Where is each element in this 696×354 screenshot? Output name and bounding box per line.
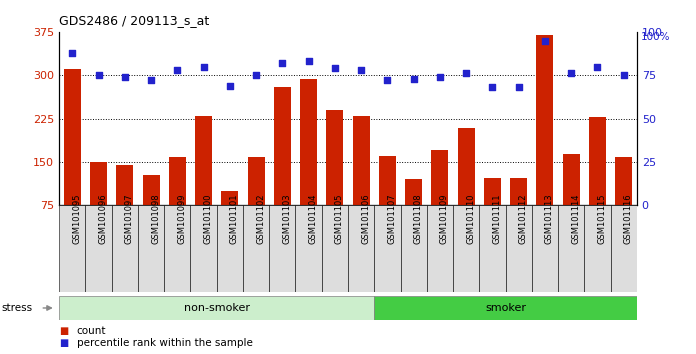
Bar <box>458 129 475 205</box>
Text: GDS2486 / 209113_s_at: GDS2486 / 209113_s_at <box>59 14 209 27</box>
Bar <box>59 296 374 320</box>
Text: smoker: smoker <box>485 303 526 313</box>
Bar <box>400 205 427 292</box>
Bar <box>562 154 580 205</box>
Bar <box>348 205 374 292</box>
Bar <box>116 165 134 205</box>
Bar <box>427 205 453 292</box>
Point <box>461 71 472 76</box>
Point <box>303 58 314 64</box>
Point <box>382 78 393 83</box>
Text: GSM101098: GSM101098 <box>151 193 160 244</box>
Text: ■: ■ <box>59 326 68 336</box>
Point <box>434 74 445 80</box>
Point <box>539 38 551 44</box>
Point <box>67 50 78 56</box>
Text: GSM101105: GSM101105 <box>335 193 344 244</box>
Point <box>119 74 130 80</box>
Text: GSM101103: GSM101103 <box>283 193 292 244</box>
Text: ■: ■ <box>59 338 68 348</box>
Bar <box>195 116 212 205</box>
Bar <box>615 157 632 205</box>
Bar <box>374 205 400 292</box>
Bar <box>216 205 243 292</box>
Text: GSM101115: GSM101115 <box>597 193 606 244</box>
Bar <box>480 205 505 292</box>
Point <box>487 85 498 90</box>
Point <box>513 85 524 90</box>
Point <box>145 78 157 83</box>
Text: stress: stress <box>1 303 33 313</box>
Text: percentile rank within the sample: percentile rank within the sample <box>77 338 253 348</box>
Bar <box>453 205 480 292</box>
Point <box>93 73 104 78</box>
Bar <box>374 296 637 320</box>
Bar <box>537 35 553 205</box>
Point <box>172 67 183 73</box>
Bar <box>296 205 322 292</box>
Text: GSM101114: GSM101114 <box>571 193 580 244</box>
Point <box>329 65 340 71</box>
Text: GSM101095: GSM101095 <box>72 193 81 244</box>
Bar <box>90 162 107 205</box>
Text: GSM101106: GSM101106 <box>361 193 370 244</box>
Point <box>356 67 367 73</box>
Bar <box>221 191 238 205</box>
Bar <box>379 156 396 205</box>
Bar <box>558 205 585 292</box>
Text: GSM101112: GSM101112 <box>519 193 528 244</box>
Bar <box>169 157 186 205</box>
Text: GSM101113: GSM101113 <box>545 193 554 244</box>
Bar <box>300 79 317 205</box>
Point <box>618 73 629 78</box>
Bar <box>532 205 558 292</box>
Text: GSM101096: GSM101096 <box>99 193 108 244</box>
Bar <box>248 157 264 205</box>
Bar <box>138 205 164 292</box>
Text: GSM101110: GSM101110 <box>466 193 475 244</box>
Bar <box>322 205 348 292</box>
Bar <box>510 178 527 205</box>
Point <box>251 73 262 78</box>
Bar <box>585 205 610 292</box>
Text: GSM101102: GSM101102 <box>256 193 265 244</box>
Bar <box>143 175 159 205</box>
Text: GSM101097: GSM101097 <box>125 193 134 244</box>
Bar <box>274 87 291 205</box>
Point <box>277 60 288 66</box>
Bar <box>610 205 637 292</box>
Bar <box>164 205 191 292</box>
Bar <box>589 118 606 205</box>
Text: GSM101109: GSM101109 <box>440 193 449 244</box>
Point <box>592 64 603 69</box>
Text: GSM101111: GSM101111 <box>493 193 501 244</box>
Bar <box>111 205 138 292</box>
Point <box>198 64 209 69</box>
Bar <box>505 205 532 292</box>
Bar <box>269 205 296 292</box>
Bar <box>191 205 216 292</box>
Bar <box>432 150 448 205</box>
Bar <box>64 69 81 205</box>
Text: GSM101100: GSM101100 <box>204 193 212 244</box>
Point <box>224 83 235 88</box>
Text: non-smoker: non-smoker <box>184 303 250 313</box>
Bar <box>353 116 370 205</box>
Text: GSM101116: GSM101116 <box>624 193 633 244</box>
Bar <box>484 178 501 205</box>
Bar <box>59 205 86 292</box>
Bar <box>86 205 111 292</box>
Text: GSM101099: GSM101099 <box>177 193 187 244</box>
Text: count: count <box>77 326 106 336</box>
Bar <box>405 179 422 205</box>
Bar <box>243 205 269 292</box>
Bar <box>326 110 343 205</box>
Text: GSM101107: GSM101107 <box>388 193 397 244</box>
Point <box>566 71 577 76</box>
Text: GSM101101: GSM101101 <box>230 193 239 244</box>
Point <box>408 76 419 81</box>
Text: GSM101108: GSM101108 <box>413 193 422 244</box>
Text: 100%: 100% <box>640 32 670 42</box>
Text: GSM101104: GSM101104 <box>308 193 317 244</box>
